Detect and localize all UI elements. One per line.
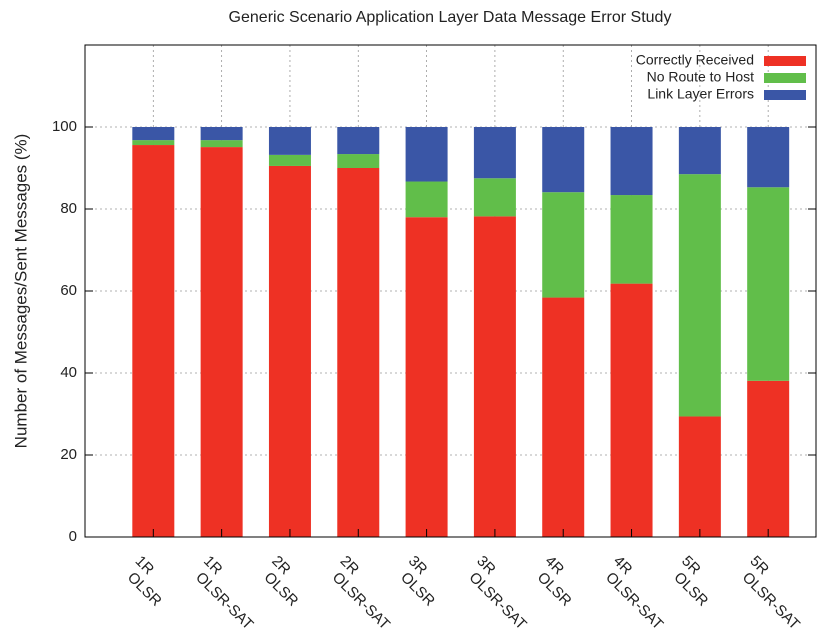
bar-segment xyxy=(405,181,448,218)
bar-segment xyxy=(132,140,175,146)
y-tick-label: 80 xyxy=(60,200,77,217)
bar-segment xyxy=(747,127,790,188)
bar-segment xyxy=(268,154,311,166)
bar-segment xyxy=(678,416,721,537)
bar-segment xyxy=(610,195,653,284)
bar-segment xyxy=(132,145,175,538)
x-tick-label-line: OLSR-SAT xyxy=(465,569,529,633)
bar-segment xyxy=(337,154,380,168)
y-tick-label: 0 xyxy=(69,528,77,545)
y-tick-label: 40 xyxy=(60,364,77,381)
bar-segment xyxy=(268,127,311,155)
legend-label: Link Layer Errors xyxy=(647,86,754,102)
bar-segment xyxy=(473,216,516,537)
bar-segment xyxy=(678,127,721,175)
x-tick-label-line: OLSR-SAT xyxy=(602,569,666,633)
legend-swatch xyxy=(764,56,806,66)
bar-segment xyxy=(473,127,516,179)
bar-segment xyxy=(610,127,653,196)
legend-swatch xyxy=(764,90,806,100)
legend-label: Correctly Received xyxy=(636,52,754,68)
bar-segment xyxy=(542,297,585,537)
x-tick-label-line: OLSR-SAT xyxy=(739,569,803,633)
bar-segment xyxy=(200,127,243,141)
bar-segment xyxy=(337,127,380,155)
bar-segment xyxy=(405,217,448,537)
bar-segment xyxy=(132,127,175,141)
y-tick-label: 20 xyxy=(60,446,77,463)
x-tick-label-line: OLSR-SAT xyxy=(329,569,393,633)
bar-segment xyxy=(678,174,721,417)
bar-segment xyxy=(200,147,243,537)
legend-swatch xyxy=(764,73,806,83)
bar-segment xyxy=(337,168,380,537)
bar-segment xyxy=(542,192,585,298)
x-tick-label-line: OLSR-SAT xyxy=(192,569,256,633)
bar-segment xyxy=(542,127,585,193)
bar-segment xyxy=(747,187,790,381)
plot-frame xyxy=(84,44,817,538)
bar-segment xyxy=(747,380,790,537)
bar-segment xyxy=(268,165,311,537)
chart-title: Generic Scenario Application Layer Data … xyxy=(229,9,672,26)
y-tick-label: 60 xyxy=(60,282,77,299)
bar-segment xyxy=(610,283,653,537)
bar-segment xyxy=(473,178,516,217)
y-axis-label: Number of Messages/Sent Messages (%) xyxy=(11,134,30,449)
legend-label: No Route to Host xyxy=(647,69,754,85)
bar-segment xyxy=(405,127,448,182)
bar-segment xyxy=(200,140,243,148)
y-tick-label: 100 xyxy=(52,118,77,135)
